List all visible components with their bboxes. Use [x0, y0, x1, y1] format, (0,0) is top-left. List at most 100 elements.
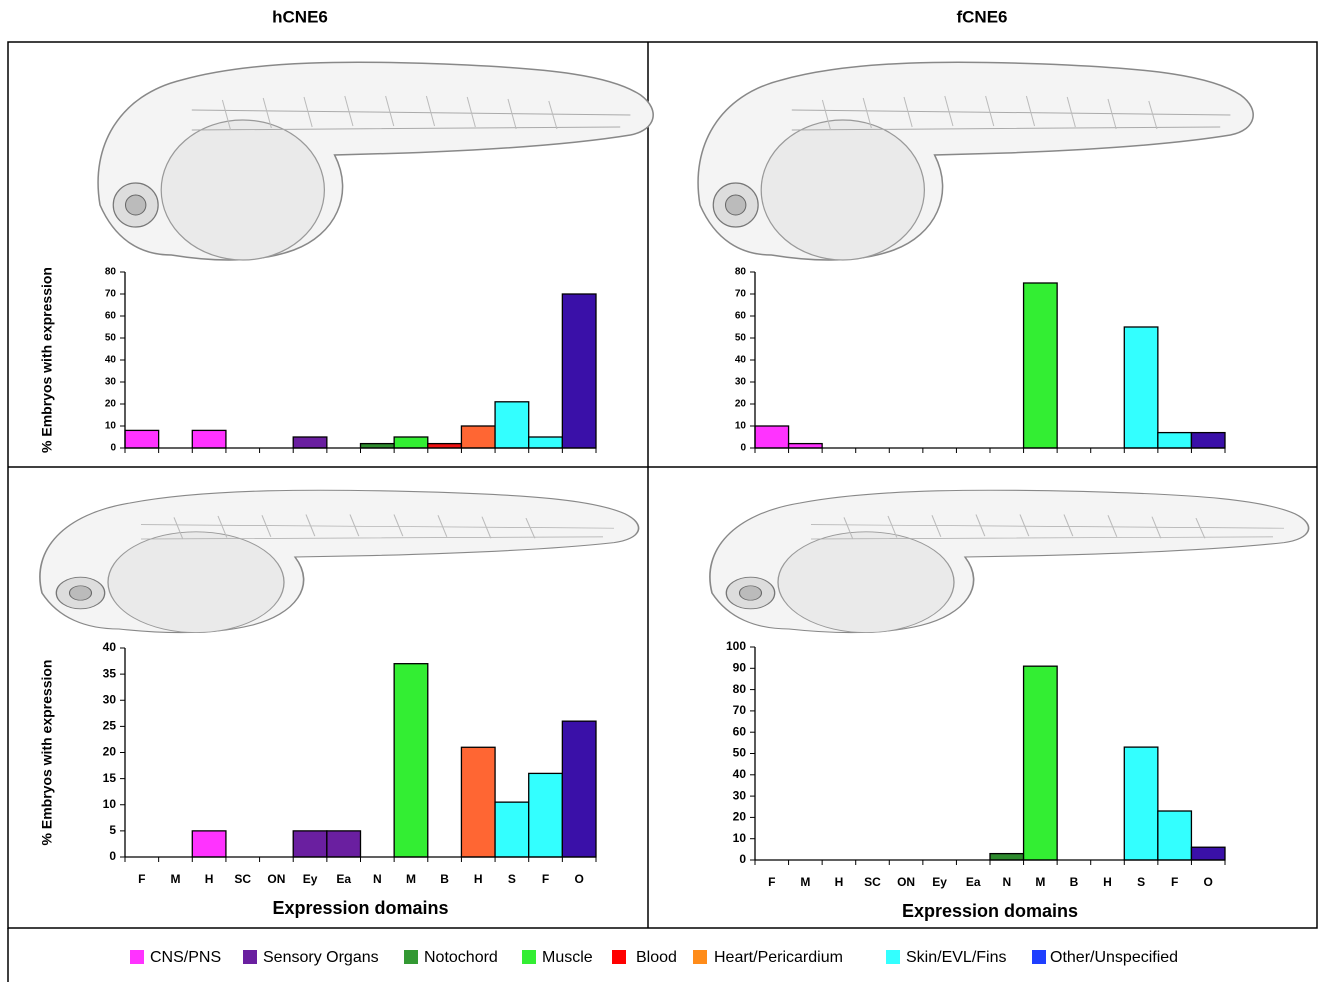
x-tick-label: M: [406, 872, 416, 886]
bar: [1157, 431, 1193, 449]
bar: [393, 436, 429, 449]
legend-label: Other/Unspecified: [1050, 949, 1178, 966]
legend-label: Heart/Pericardium: [714, 949, 843, 966]
x-tick-label: F: [542, 872, 549, 886]
x-tick-label: S: [1137, 875, 1145, 889]
x-tick-label: O: [1204, 875, 1213, 889]
legend-swatch: [243, 950, 257, 964]
bar: [754, 425, 790, 449]
legend-swatch: [693, 950, 707, 964]
x-axis-label: Expression domains: [272, 898, 448, 918]
y-tick-label: 30: [103, 692, 117, 706]
x-axis-label: Expression domains: [902, 901, 1078, 921]
y-axis-label: % Embryos with expression: [39, 267, 55, 453]
x-tick-label: N: [373, 872, 382, 886]
x-tick-label: SC: [864, 875, 881, 889]
y-tick-label: 20: [105, 399, 117, 410]
column-title: fCNE6: [956, 7, 1007, 26]
x-tick-label: B: [1070, 875, 1079, 889]
y-tick-label: 40: [735, 355, 747, 366]
y-tick-label: 15: [103, 771, 117, 785]
y-tick-label: 30: [733, 788, 747, 802]
y-tick-label: 25: [103, 719, 117, 733]
legend-label: CNS/PNS: [150, 949, 221, 966]
x-tick-label: SC: [234, 872, 251, 886]
x-tick-label: H: [474, 872, 483, 886]
y-tick-label: 35: [103, 666, 117, 680]
y-tick-label: 10: [735, 421, 747, 432]
bar: [1157, 810, 1193, 861]
bar: [191, 830, 227, 858]
y-tick-label: 20: [733, 810, 747, 824]
bar: [494, 401, 530, 449]
bar: [460, 425, 496, 449]
y-tick-label: 20: [735, 399, 747, 410]
x-tick-label: M: [1035, 875, 1045, 889]
bar: [561, 720, 597, 858]
y-tick-label: 80: [735, 267, 747, 278]
y-tick-label: 30: [105, 377, 117, 388]
legend-swatch: [404, 950, 418, 964]
y-tick-label: 20: [103, 745, 117, 759]
y-tick-label: 10: [105, 421, 117, 432]
x-tick-label: N: [1002, 875, 1011, 889]
x-tick-label: H: [1103, 875, 1112, 889]
y-tick-label: 90: [733, 660, 747, 674]
x-tick-label: M: [170, 872, 180, 886]
embryo-drawing: [97, 61, 654, 261]
y-tick-label: 0: [110, 443, 116, 454]
y-tick-label: 80: [105, 267, 117, 278]
x-tick-label: Ea: [336, 872, 351, 886]
legend-label: Muscle: [542, 949, 593, 966]
bar: [528, 436, 564, 449]
legend-swatch: [886, 950, 900, 964]
y-tick-label: 0: [109, 849, 116, 863]
bar: [393, 663, 429, 858]
y-tick-label: 30: [735, 377, 747, 388]
embryo-drawing: [709, 489, 1310, 634]
x-tick-label: Ea: [966, 875, 981, 889]
bar: [787, 442, 823, 449]
legend-swatch: [522, 950, 536, 964]
x-tick-label: O: [575, 872, 584, 886]
x-tick-label: ON: [897, 875, 915, 889]
y-tick-label: 70: [733, 703, 747, 717]
y-tick-label: 60: [105, 311, 117, 322]
x-tick-label: ON: [267, 872, 285, 886]
legend-label: Notochord: [424, 949, 498, 966]
y-axis-label: % Embryos with expression: [39, 660, 55, 846]
legend-swatch: [130, 950, 144, 964]
bar: [124, 429, 160, 449]
legend-swatch: [612, 950, 626, 964]
embryo-drawing: [697, 61, 1254, 261]
bar: [989, 852, 1025, 861]
y-tick-label: 0: [740, 443, 746, 454]
bar: [191, 429, 227, 449]
bar: [561, 293, 597, 449]
bar: [1022, 665, 1058, 861]
bar: [326, 830, 362, 858]
x-tick-label: F: [768, 875, 775, 889]
y-tick-label: 40: [733, 767, 747, 781]
bar: [1123, 326, 1159, 449]
x-tick-label: F: [138, 872, 145, 886]
bar: [1190, 431, 1226, 449]
legend-label: Sensory Organs: [263, 949, 379, 966]
legend-label: Skin/EVL/Fins: [906, 949, 1006, 966]
x-tick-label: Ey: [303, 872, 318, 886]
bar: [460, 746, 496, 858]
x-tick-label: B: [440, 872, 449, 886]
bar: [427, 442, 463, 449]
y-tick-label: 100: [726, 639, 746, 653]
x-tick-label: H: [205, 872, 214, 886]
bar: [292, 830, 328, 858]
bar: [1190, 846, 1226, 861]
y-tick-label: 10: [733, 831, 747, 845]
y-tick-label: 60: [735, 311, 747, 322]
y-tick-label: 70: [735, 289, 747, 300]
y-tick-label: 50: [733, 746, 747, 760]
frame: [7, 41, 1318, 929]
y-tick-label: 60: [733, 724, 747, 738]
bar: [359, 442, 395, 449]
y-tick-label: 70: [105, 289, 117, 300]
